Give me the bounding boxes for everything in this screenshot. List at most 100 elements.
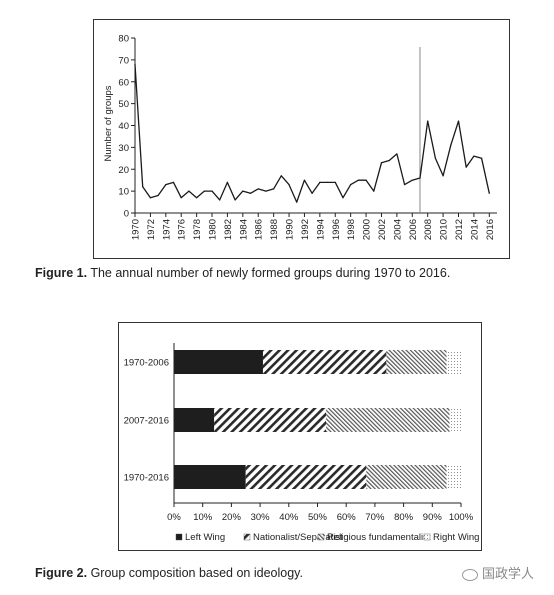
x-tick-label: 2000 xyxy=(362,219,373,240)
category-label: 1970-2006 xyxy=(124,358,169,369)
category-label: 2007-2016 xyxy=(124,416,169,427)
data-point xyxy=(334,181,336,183)
x-tick-label: 1972 xyxy=(146,219,157,240)
x-tick-label: 1970 xyxy=(131,219,142,240)
x-tick-label: 2002 xyxy=(377,219,388,240)
legend-swatch xyxy=(423,533,431,541)
figure-1-caption: Figure 1. The annual number of newly for… xyxy=(35,266,450,280)
x-tick-label: 10% xyxy=(193,512,213,523)
category-label: 1970-2016 xyxy=(124,473,169,484)
x-tick-label: 1992 xyxy=(300,219,311,240)
data-point xyxy=(434,157,436,159)
figure-2-caption-label: Figure 2. xyxy=(35,566,88,580)
data-point xyxy=(442,175,444,177)
x-tick-label: 2008 xyxy=(423,219,434,240)
x-tick-label: 60% xyxy=(337,512,357,523)
x-tick-label: 2016 xyxy=(485,219,496,240)
data-point xyxy=(234,199,236,201)
x-tick-label: 1976 xyxy=(177,219,188,240)
data-point xyxy=(273,188,275,190)
legend-swatch xyxy=(243,533,251,541)
figure-1-frame xyxy=(93,19,510,259)
x-tick-label: 30% xyxy=(251,512,271,523)
x-tick-label: 20% xyxy=(222,512,242,523)
y-tick-label: 80 xyxy=(118,34,129,45)
data-point xyxy=(280,175,282,177)
x-tick-label: 2012 xyxy=(454,219,465,240)
x-tick-label: 1990 xyxy=(285,219,296,240)
x-tick-label: 40% xyxy=(279,512,299,523)
data-point xyxy=(188,190,190,192)
x-tick-label: 1988 xyxy=(269,219,280,240)
bar-segment xyxy=(326,408,450,432)
data-point xyxy=(257,188,259,190)
data-point xyxy=(296,201,298,203)
data-point xyxy=(288,183,290,186)
data-point xyxy=(465,166,467,168)
x-tick-label: 0% xyxy=(167,512,181,523)
legend-swatch xyxy=(175,533,183,541)
watermark-text: 国政学人 xyxy=(482,567,535,582)
legend-label: Right Wing xyxy=(433,532,479,543)
x-tick-label: 1998 xyxy=(346,219,357,240)
figure-1-caption-label: Figure 1. xyxy=(35,266,88,280)
data-point xyxy=(427,120,429,122)
data-point xyxy=(165,183,167,186)
data-point xyxy=(311,192,313,194)
data-point xyxy=(149,197,152,199)
data-point xyxy=(196,197,198,199)
x-tick-label: 80% xyxy=(394,512,414,523)
data-point xyxy=(326,181,329,183)
data-point xyxy=(249,192,252,194)
bar-segment xyxy=(262,350,387,374)
x-tick-label: 1994 xyxy=(315,219,326,240)
data-point xyxy=(203,190,205,192)
data-point xyxy=(373,190,375,192)
figure-1-caption-text: The annual number of newly formed groups… xyxy=(87,266,451,280)
data-point xyxy=(457,120,460,122)
bar-segment xyxy=(449,408,461,432)
bar-segment xyxy=(446,350,461,374)
data-point xyxy=(219,199,221,201)
figure-2-caption-text: Group composition based on ideology. xyxy=(87,566,303,580)
x-tick-label: 1980 xyxy=(208,219,219,240)
figure-2-caption: Figure 2. Group composition based on ide… xyxy=(35,566,303,580)
y-tick-label: 70 xyxy=(118,55,129,66)
data-point xyxy=(157,194,159,197)
bar-segment xyxy=(245,465,367,489)
data-point xyxy=(396,153,398,155)
x-tick-label: 1982 xyxy=(223,219,234,240)
data-point xyxy=(211,190,213,192)
bar-segment xyxy=(366,465,447,489)
y-tick-label: 40 xyxy=(118,121,129,132)
data-point xyxy=(172,181,175,183)
x-tick-label: 1978 xyxy=(192,219,203,240)
data-point xyxy=(488,192,490,194)
y-tick-label: 30 xyxy=(118,143,129,154)
y-tick-label: 10 xyxy=(118,187,129,198)
legend-swatch xyxy=(317,533,325,541)
data-point xyxy=(265,190,267,192)
legend-label: Religious fundamentalist xyxy=(327,532,431,543)
y-tick-label: 20 xyxy=(118,165,129,176)
data-point xyxy=(342,197,344,199)
bar-segment xyxy=(174,408,215,432)
bar-segment xyxy=(174,350,263,374)
data-point xyxy=(303,179,306,181)
x-tick-label: 1996 xyxy=(331,219,342,240)
x-tick-label: 70% xyxy=(365,512,385,523)
data-point xyxy=(403,183,406,186)
bar-segment xyxy=(446,465,461,489)
data-point xyxy=(357,179,359,181)
data-point xyxy=(473,155,475,157)
x-tick-label: 2010 xyxy=(439,219,450,240)
data-point xyxy=(319,181,321,183)
x-tick-label: 100% xyxy=(449,512,474,523)
bar-segment xyxy=(214,408,327,432)
bar-segment xyxy=(386,350,447,374)
y-axis-title: Number of groups xyxy=(103,85,114,161)
x-tick-label: 1974 xyxy=(161,219,172,240)
data-point xyxy=(142,186,144,188)
